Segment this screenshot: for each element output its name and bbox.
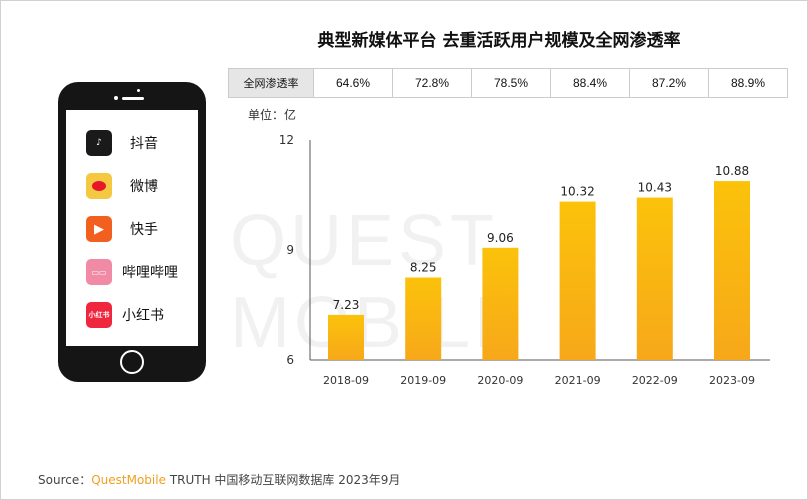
app-xiaohongshu: 小红书 小红书 — [86, 302, 164, 328]
watermark: QUEST MOBILE — [230, 201, 527, 363]
douyin-icon: ♪ — [86, 130, 112, 156]
xiaohongshu-icon: 小红书 — [86, 302, 112, 328]
x-tick-label: 2021-09 — [555, 374, 601, 387]
phone-speaker — [122, 97, 144, 100]
bar — [714, 181, 750, 360]
x-tick-label: 2019-09 — [400, 374, 446, 387]
app-kuaishou: ▶ 快手 — [86, 216, 158, 242]
bar — [482, 247, 519, 360]
app-label: 快手 — [130, 222, 158, 238]
home-button — [120, 350, 144, 374]
data-label: 9.06 — [487, 231, 514, 245]
app-label: 微博 — [130, 179, 158, 195]
x-tick-label: 2020-09 — [477, 374, 523, 387]
penetration-cell: 64.6% — [313, 68, 393, 98]
source-prefix: Source： — [38, 473, 92, 487]
phone-screen: ♪ 抖音 微博 ▶ 快手 ▭▭ 哔哩哔哩 小红书 小红书 — [66, 110, 198, 346]
bar — [405, 277, 442, 360]
app-bilibili: ▭▭ 哔哩哔哩 — [86, 259, 178, 285]
bar — [328, 314, 364, 360]
source-brand: QuestMobile — [91, 473, 166, 487]
bar — [559, 201, 596, 360]
y-tick-label: 6 — [286, 353, 294, 367]
source-text: TRUTH 中国移动互联网数据库 2023年9月 — [169, 473, 401, 487]
y-tick-label: 9 — [286, 243, 294, 257]
source-note: Source：QuestMobile TRUTH 中国移动互联网数据库 2023… — [38, 471, 400, 488]
weibo-icon — [86, 173, 112, 199]
unit-label: 单位：亿 — [248, 108, 297, 122]
data-label: 7.23 — [333, 298, 360, 312]
kuaishou-icon: ▶ — [86, 216, 112, 242]
data-label: 10.32 — [560, 185, 594, 199]
app-label: 哔哩哔哩 — [122, 265, 178, 281]
penetration-cell: 88.9% — [708, 68, 788, 98]
app-weibo: 微博 — [86, 173, 158, 199]
data-label: 10.88 — [715, 164, 749, 178]
app-label: 抖音 — [130, 136, 158, 152]
bilibili-icon: ▭▭ — [86, 259, 112, 285]
app-douyin: ♪ 抖音 — [86, 130, 158, 156]
x-tick-label: 2018-09 — [323, 374, 369, 387]
penetration-cell: 88.4% — [550, 68, 630, 98]
y-tick-label: 12 — [279, 133, 294, 147]
app-label: 小红书 — [122, 308, 164, 324]
data-label: 10.43 — [638, 181, 672, 195]
x-tick-label: 2023-09 — [709, 374, 755, 387]
phone-illustration: ♪ 抖音 微博 ▶ 快手 ▭▭ 哔哩哔哩 小红书 小红书 — [58, 82, 206, 382]
data-label: 8.25 — [410, 261, 437, 275]
phone-camera — [137, 89, 140, 92]
bar — [636, 197, 673, 360]
penetration-table: 全网渗透率 64.6% 72.8% 78.5% 88.4% 87.2% 88.9… — [228, 68, 788, 98]
penetration-cell: 87.2% — [629, 68, 709, 98]
phone-sensor — [114, 96, 118, 100]
chart-title: 典型新媒体平台 去重活跃用户规模及全网渗透率 — [317, 31, 681, 51]
x-tick-label: 2022-09 — [632, 374, 678, 387]
